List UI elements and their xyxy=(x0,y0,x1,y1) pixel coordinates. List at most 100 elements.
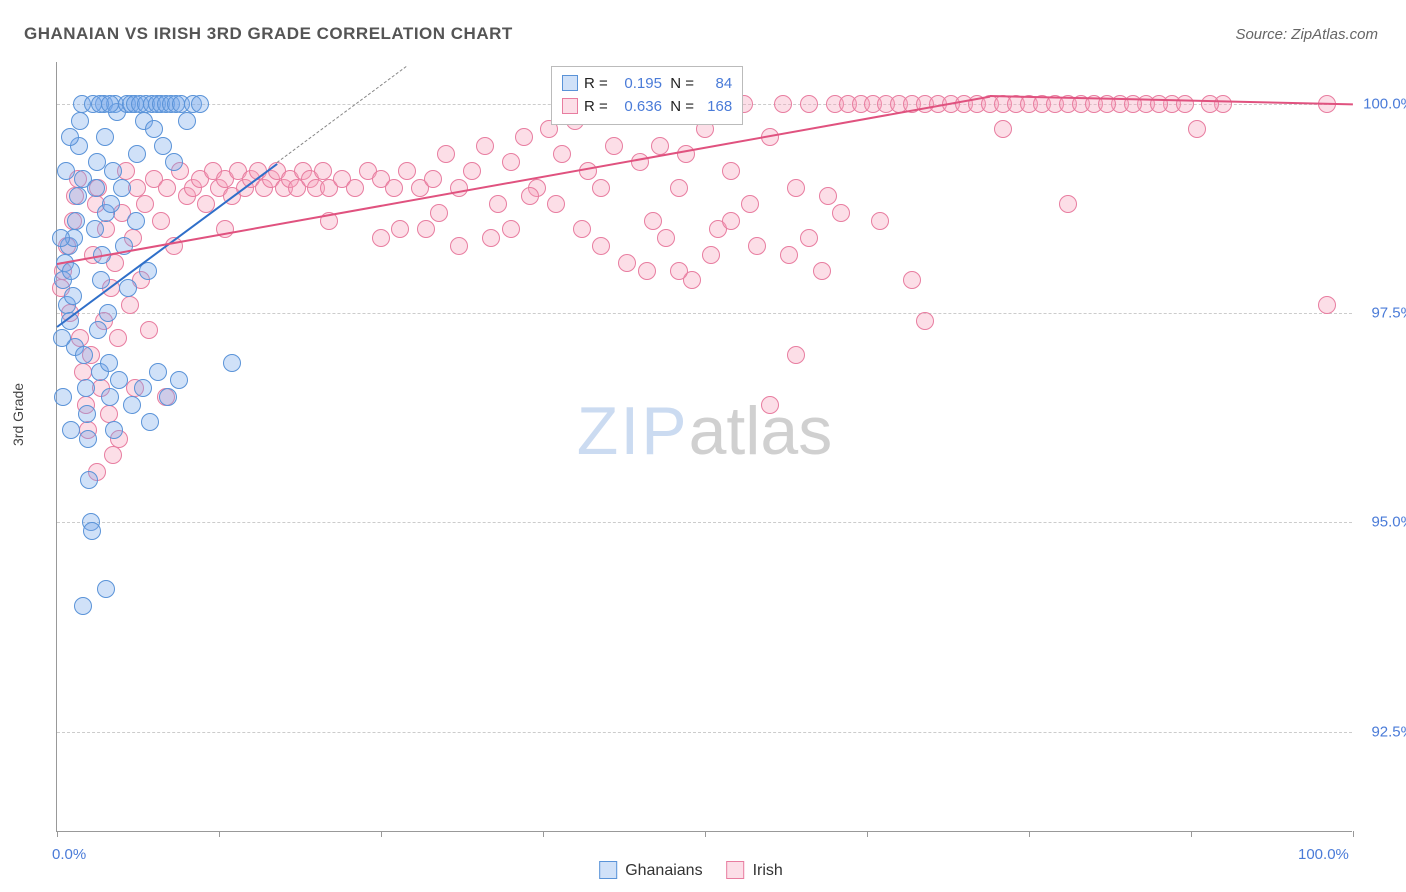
data-point xyxy=(77,379,95,397)
data-point xyxy=(99,304,117,322)
data-point xyxy=(800,229,818,247)
data-point xyxy=(159,388,177,406)
legend-label: Ghanaians xyxy=(625,862,702,879)
stats-n-label: N = xyxy=(662,75,698,92)
data-point xyxy=(102,195,120,213)
data-point xyxy=(1059,195,1077,213)
data-point xyxy=(149,363,167,381)
stats-swatch xyxy=(562,98,578,114)
legend-label: Irish xyxy=(753,862,783,879)
data-point xyxy=(165,153,183,171)
data-point xyxy=(430,204,448,222)
data-point xyxy=(391,220,409,238)
data-point xyxy=(780,246,798,264)
data-point xyxy=(657,229,675,247)
stats-r-value: 0.636 xyxy=(612,96,662,119)
data-point xyxy=(592,237,610,255)
data-point xyxy=(121,296,139,314)
data-point xyxy=(105,421,123,439)
data-point xyxy=(670,262,688,280)
data-point xyxy=(398,162,416,180)
data-point xyxy=(170,371,188,389)
data-point xyxy=(74,363,92,381)
stats-r-label: R = xyxy=(584,75,612,92)
data-point xyxy=(53,329,71,347)
data-point xyxy=(71,112,89,130)
data-point xyxy=(97,580,115,598)
data-point xyxy=(52,229,70,247)
data-point xyxy=(110,371,128,389)
data-point xyxy=(80,471,98,489)
gridline-h xyxy=(57,522,1352,523)
data-point xyxy=(813,262,831,280)
data-point xyxy=(903,271,921,289)
data-point xyxy=(67,212,85,230)
data-point xyxy=(154,137,172,155)
stats-n-value: 168 xyxy=(698,96,732,119)
data-point xyxy=(651,137,669,155)
data-point xyxy=(372,229,390,247)
stats-r-value: 0.195 xyxy=(612,73,662,96)
data-point xyxy=(476,137,494,155)
data-point xyxy=(450,237,468,255)
data-point xyxy=(69,187,87,205)
data-point xyxy=(100,354,118,372)
data-point xyxy=(123,396,141,414)
stats-n-label: N = xyxy=(662,98,698,115)
data-point xyxy=(314,162,332,180)
data-point xyxy=(618,254,636,272)
data-point xyxy=(677,145,695,163)
data-point xyxy=(145,120,163,138)
data-point xyxy=(787,346,805,364)
data-point xyxy=(87,179,105,197)
data-point xyxy=(592,179,610,197)
watermark: ZIPatlas xyxy=(577,392,832,470)
data-point xyxy=(141,413,159,431)
legend-swatch xyxy=(727,861,745,879)
xtick xyxy=(57,831,58,837)
data-point xyxy=(424,170,442,188)
stats-row: R = 0.195 N = 84 xyxy=(562,73,732,96)
chart-title: GHANAIAN VS IRISH 3RD GRADE CORRELATION … xyxy=(24,24,513,44)
data-point xyxy=(502,220,520,238)
data-point xyxy=(722,162,740,180)
data-point xyxy=(86,220,104,238)
data-point xyxy=(109,329,127,347)
legend: Ghanaians Irish xyxy=(599,861,807,880)
data-point xyxy=(502,153,520,171)
data-point xyxy=(547,195,565,213)
data-point xyxy=(774,95,792,113)
data-point xyxy=(521,187,539,205)
gridline-h xyxy=(57,732,1352,733)
data-point xyxy=(644,212,662,230)
data-point xyxy=(78,405,96,423)
stats-r-label: R = xyxy=(584,98,612,115)
data-point xyxy=(104,446,122,464)
data-point xyxy=(638,262,656,280)
data-point xyxy=(61,128,79,146)
data-point xyxy=(670,179,688,197)
stats-n-value: 84 xyxy=(698,73,732,96)
chart-source: Source: ZipAtlas.com xyxy=(1235,26,1378,43)
data-point xyxy=(1176,95,1194,113)
stats-box: R = 0.195 N = 84R = 0.636 N = 168 xyxy=(551,66,743,125)
data-point xyxy=(1201,95,1219,113)
data-point xyxy=(113,179,131,197)
data-point xyxy=(104,162,122,180)
data-point xyxy=(385,179,403,197)
xtick xyxy=(1029,831,1030,837)
xtick xyxy=(381,831,382,837)
data-point xyxy=(871,212,889,230)
data-point xyxy=(62,421,80,439)
data-point xyxy=(722,212,740,230)
stats-swatch xyxy=(562,75,578,91)
data-point xyxy=(101,95,119,113)
data-point xyxy=(136,195,154,213)
legend-swatch xyxy=(599,861,617,879)
data-point xyxy=(178,112,196,130)
data-point xyxy=(1188,120,1206,138)
data-point xyxy=(79,430,97,448)
data-point xyxy=(553,145,571,163)
y-axis-label: 3rd Grade xyxy=(10,383,26,446)
data-point xyxy=(482,229,500,247)
